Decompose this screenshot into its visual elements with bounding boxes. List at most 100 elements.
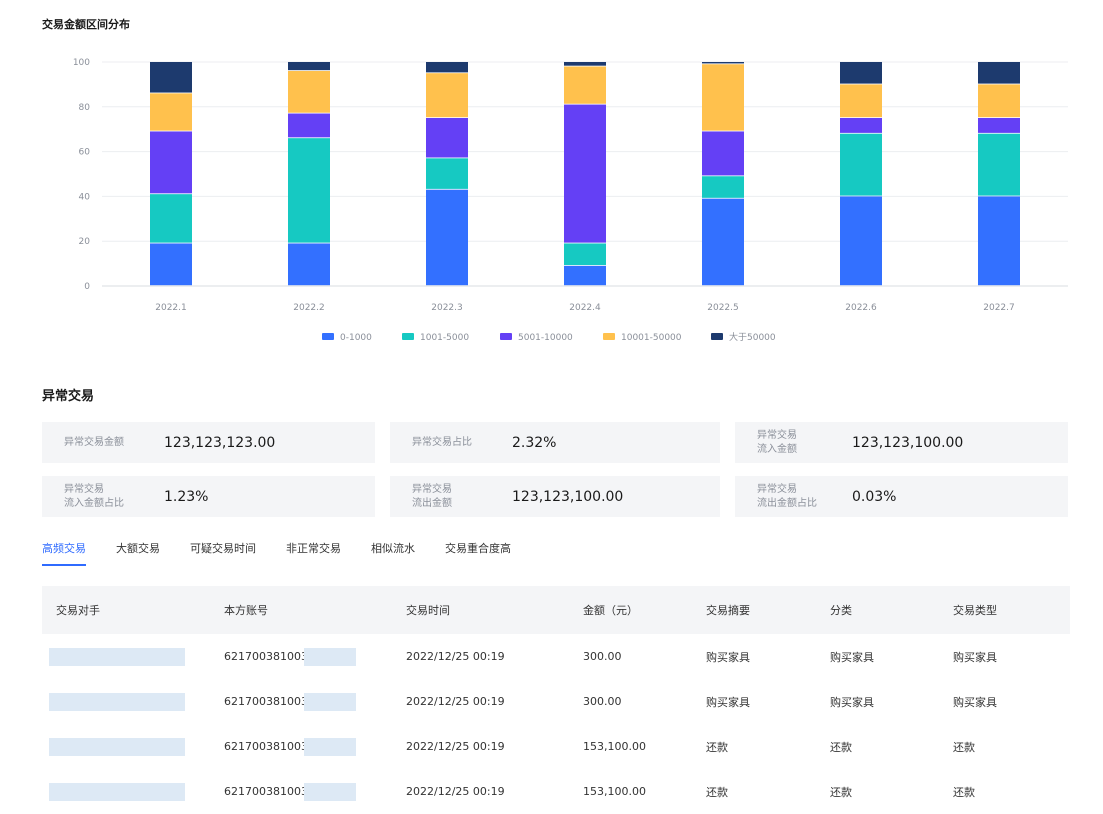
bar-segment[interactable] — [978, 62, 1020, 84]
bar-segment[interactable] — [564, 66, 606, 104]
metric-card: 异常交易 流入金额占比 1.23% — [42, 476, 375, 517]
bar-segment[interactable] — [840, 118, 882, 133]
bar-segment[interactable] — [288, 113, 330, 138]
tab-similar-flow[interactable]: 相似流水 — [371, 542, 415, 555]
redacted-block — [303, 692, 356, 711]
bar-segment[interactable] — [288, 70, 330, 113]
table-row[interactable]: 621700381003 2022/12/25 00:19 153,100.00… — [42, 769, 1070, 814]
y-tick-label: 20 — [79, 237, 91, 247]
legend-swatch[interactable] — [603, 333, 615, 340]
table-row[interactable]: 621700381003 2022/12/25 00:19 153,100.00… — [42, 724, 1070, 769]
legend-swatch[interactable] — [322, 333, 334, 340]
bar-segment[interactable] — [840, 196, 882, 286]
bar-segment[interactable] — [702, 64, 744, 131]
metric-label: 异常交易 流出金额 — [412, 483, 452, 509]
metric-value: 2.32% — [512, 434, 557, 451]
metrics-grid: 异常交易金额 123,123,123.00 异常交易占比 2.32% 异常交易流… — [42, 422, 1068, 517]
header-summary: 交易摘要 — [706, 604, 750, 617]
bar-segment[interactable] — [978, 133, 1020, 196]
metric-label: 异常交易 流出金额占比 — [757, 483, 817, 509]
bar-segment[interactable] — [978, 84, 1020, 118]
bar-segment[interactable] — [426, 62, 468, 73]
redacted-block — [49, 737, 185, 756]
bar-segment[interactable] — [978, 118, 1020, 133]
bar-segment[interactable] — [288, 138, 330, 243]
type-cell: 购买家具 — [953, 650, 997, 664]
amount-cell: 300.00 — [583, 650, 622, 663]
bar-segment[interactable] — [564, 265, 606, 286]
bar-segment[interactable] — [978, 196, 1020, 286]
account-cell: 621700381003 — [210, 737, 392, 756]
legend-label[interactable]: 10001-50000 — [621, 333, 682, 343]
bar-segment[interactable] — [426, 189, 468, 286]
x-tick-label: 2022.5 — [707, 303, 739, 313]
redacted-block — [49, 692, 185, 711]
tab-abnormal[interactable]: 非正常交易 — [286, 542, 341, 555]
legend-swatch[interactable] — [711, 333, 723, 340]
bar-segment[interactable] — [150, 243, 192, 286]
header-category: 分类 — [830, 604, 852, 617]
bar-segment[interactable] — [564, 104, 606, 243]
x-tick-label: 2022.2 — [293, 303, 325, 313]
bar-segment[interactable] — [564, 243, 606, 266]
bar-segment[interactable] — [150, 194, 192, 243]
tab-large-amount[interactable]: 大额交易 — [116, 542, 160, 555]
stacked-bar-chart: 0 20 40 60 80 100 2022.1 2022.2 2022.3 2022.4 2022… — [73, 58, 1068, 343]
table-row[interactable]: 621700381003 2022/12/25 00:19 300.00 购买家… — [42, 634, 1070, 679]
bar-segment[interactable] — [426, 118, 468, 158]
bar-segment[interactable] — [288, 62, 330, 71]
legend-label[interactable]: 0-1000 — [340, 333, 372, 343]
time-cell: 2022/12/25 00:19 — [406, 650, 505, 663]
bar-segment[interactable] — [840, 62, 882, 84]
redacted-block — [49, 782, 185, 801]
table-row[interactable]: 621700381003 2022/12/25 00:19 300.00 购买家… — [42, 679, 1070, 724]
metric-label: 异常交易金额 — [64, 436, 124, 448]
summary-cell: 购买家具 — [706, 650, 750, 664]
metric-value: 0.03% — [852, 488, 897, 505]
category-cell: 购买家具 — [830, 650, 874, 664]
metric-card: 异常交易金额 123,123,123.00 — [42, 422, 375, 463]
metric-label: 异常交易 流入金额 — [757, 429, 797, 455]
bar-segment[interactable] — [840, 133, 882, 196]
account-number: 621700381003 — [224, 740, 308, 753]
header-time: 交易时间 — [406, 604, 450, 617]
abnormal-tabs: 高频交易 大额交易 可疑交易时间 非正常交易 相似流水 交易重合度高 — [42, 540, 541, 566]
bar-segment[interactable] — [150, 62, 192, 93]
tab-high-overlap[interactable]: 交易重合度高 — [445, 542, 511, 555]
legend-label[interactable]: 1001-5000 — [420, 333, 469, 343]
tab-suspicious-time[interactable]: 可疑交易时间 — [190, 542, 256, 555]
metric-value: 123,123,100.00 — [852, 434, 964, 451]
legend-label[interactable]: 5001-10000 — [518, 333, 573, 343]
account-cell: 621700381003 — [210, 647, 392, 666]
bar-segment[interactable] — [150, 131, 192, 194]
bar-segment[interactable] — [840, 84, 882, 118]
bar-segment[interactable] — [150, 93, 192, 131]
redacted-block — [303, 737, 356, 756]
category-cell: 还款 — [830, 740, 852, 754]
bar-segment[interactable] — [702, 176, 744, 198]
legend-swatch[interactable] — [500, 333, 512, 340]
bar-segment[interactable] — [702, 198, 744, 286]
bar-segment[interactable] — [426, 73, 468, 118]
counterparty-cell — [42, 692, 210, 711]
tab-high-frequency[interactable]: 高频交易 — [42, 540, 86, 566]
header-account: 本方账号 — [224, 604, 268, 617]
counterparty-cell — [42, 737, 210, 756]
bar-segment[interactable] — [702, 62, 744, 64]
legend-swatch[interactable] — [402, 333, 414, 340]
header-type: 交易类型 — [953, 604, 997, 617]
bar-segment[interactable] — [426, 158, 468, 189]
legend-label[interactable]: 大于50000 — [729, 331, 776, 343]
header-amount: 金额（元） — [583, 604, 638, 617]
y-tick-label: 100 — [73, 58, 90, 68]
x-tick-label: 2022.7 — [983, 303, 1015, 313]
summary-cell: 还款 — [706, 785, 728, 799]
metric-card: 异常交易 流出金额占比 0.03% — [735, 476, 1068, 517]
bar-segment[interactable] — [288, 243, 330, 286]
summary-cell: 还款 — [706, 740, 728, 754]
table-header: 交易对手 本方账号 交易时间 金额（元） 交易摘要 分类 交易类型 — [42, 586, 1070, 634]
y-tick-label: 80 — [79, 103, 91, 113]
bar-segment[interactable] — [702, 131, 744, 176]
bar-segment[interactable] — [564, 62, 606, 66]
y-tick-label: 60 — [79, 148, 91, 158]
